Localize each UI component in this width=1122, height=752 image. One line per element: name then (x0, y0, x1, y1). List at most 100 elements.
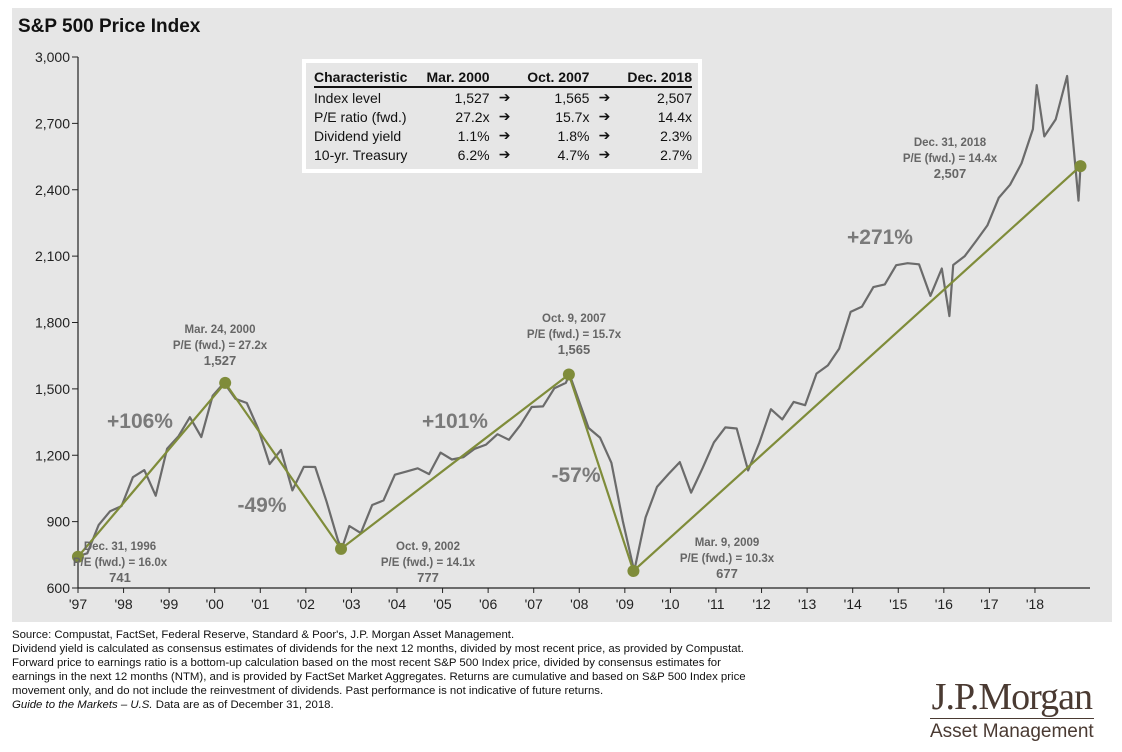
y-tick-label: 1,200 (35, 447, 70, 463)
x-tick-label: '12 (752, 596, 770, 612)
x-tick-label: '16 (935, 596, 953, 612)
return-label: -49% (237, 494, 286, 517)
table-cell: P/E ratio (fwd.) (314, 108, 407, 125)
y-tick-label: 1,800 (35, 315, 70, 331)
point-label: 777 (417, 570, 439, 585)
trend-point (71, 550, 84, 563)
data-date-note: Data are as of December 31, 2018. (152, 699, 334, 711)
arrow-icon: ➔ (498, 146, 511, 162)
note-line: Dividend yield is calculated as consensu… (12, 643, 744, 655)
return-label: -57% (551, 464, 600, 487)
point-label: Mar. 9, 2009 (695, 537, 760, 549)
arrow-icon: ➔ (498, 127, 511, 143)
y-tick-label: 2,100 (35, 248, 70, 264)
table-cell: 6.2% (457, 146, 490, 163)
trend-point (627, 564, 640, 577)
x-tick-label: '10 (661, 596, 679, 612)
table-header: Mar. 2000 (418, 69, 490, 88)
arrow-icon: ➔ (598, 146, 611, 162)
table-cell: 10-yr. Treasury (314, 146, 408, 163)
y-tick-label: 1,500 (35, 381, 70, 397)
x-tick-label: '11 (707, 596, 724, 612)
point-label: Oct. 9, 2007 (542, 313, 606, 325)
point-label: P/E (fwd.) = 16.0x (73, 557, 168, 569)
y-tick-label: 900 (47, 514, 71, 530)
jpmorgan-logo: J.P.Morgan Asset Management (930, 678, 1094, 743)
point-label: P/E (fwd.) = 10.3x (680, 553, 775, 565)
x-tick-label: '05 (433, 596, 451, 612)
point-label: 1,565 (558, 342, 591, 357)
table-row: Dividend yield 1.1% ➔ 1.8% ➔ 2.3% (314, 126, 692, 145)
point-label: 2,507 (934, 166, 967, 181)
trend-point (1074, 160, 1087, 173)
y-tick-label: 3,000 (35, 49, 70, 65)
table-row: 10-yr. Treasury 6.2% ➔ 4.7% ➔ 2.7% (314, 145, 692, 164)
x-tick-label: '14 (844, 596, 862, 612)
table-cell: 2.7% (660, 146, 692, 163)
x-tick-label: '08 (570, 596, 588, 612)
x-tick-label: '09 (616, 596, 634, 612)
x-tick-label: '02 (297, 596, 315, 612)
note-line: Source: Compustat, FactSet, Federal Rese… (12, 629, 515, 641)
trend-point (219, 376, 232, 389)
table-cell: 1,527 (454, 89, 490, 106)
arrow-icon: ➔ (598, 89, 611, 105)
point-label: P/E (fwd.) = 15.7x (527, 329, 622, 341)
point-label: Mar. 24, 2000 (185, 324, 256, 336)
arrow-icon: ➔ (498, 108, 511, 124)
point-label: P/E (fwd.) = 14.4x (903, 153, 998, 165)
x-tick-label: '13 (798, 596, 816, 612)
logo-subtitle: Asset Management (930, 721, 1094, 742)
table-cell: Dividend yield (314, 127, 402, 144)
x-tick-label: '04 (388, 596, 406, 612)
table-cell: 14.4x (657, 108, 692, 125)
table-header: Characteristic (314, 69, 419, 88)
table-cell: 2,507 (656, 89, 692, 106)
return-label: +106% (107, 410, 173, 433)
trend-line (77, 165, 1082, 573)
table-header: Oct. 2007 (519, 69, 590, 88)
x-tick-label: '17 (980, 596, 998, 612)
arrow-icon: ➔ (498, 89, 511, 105)
table-cell: 1.1% (457, 127, 490, 144)
point-label: Oct. 9, 2002 (396, 541, 460, 553)
note-line: movement only, and do not include the re… (12, 685, 604, 697)
table-cell: Index level (314, 89, 381, 106)
logo-name: J.P.Morgan (931, 676, 1093, 718)
point-label: 741 (109, 570, 131, 585)
y-tick-label: 2,400 (35, 182, 70, 198)
footnotes: Source: Compustat, FactSet, Federal Rese… (12, 628, 912, 712)
return-label: +271% (847, 226, 913, 249)
return-label: +101% (422, 410, 488, 433)
table-cell: 1,565 (554, 89, 590, 106)
point-label: Dec. 31, 2018 (914, 137, 987, 149)
point-label: Dec. 31, 1996 (84, 541, 156, 553)
note-line: earnings in the next 12 months (NTM), an… (12, 671, 746, 683)
x-tick-label: '06 (479, 596, 497, 612)
table-cell: 2.3% (660, 127, 692, 144)
point-label: P/E (fwd.) = 14.1x (381, 557, 476, 569)
trend-point (335, 542, 348, 555)
arrow-icon: ➔ (598, 108, 611, 124)
table-cell: 27.2x (455, 108, 490, 125)
trend-point (562, 368, 575, 381)
table-cell: 15.7x (555, 108, 590, 125)
x-tick-label: '15 (889, 596, 907, 612)
point-label: 1,527 (204, 353, 237, 368)
x-tick-label: '18 (1026, 596, 1044, 612)
table-cell: 1.8% (557, 127, 590, 144)
x-tick-label: '97 (69, 596, 87, 612)
table-row: Index level 1,527 ➔ 1,565 ➔ 2,507 (314, 87, 692, 107)
table-row: P/E ratio (fwd.) 27.2x ➔ 15.7x ➔ 14.4x (314, 107, 692, 126)
chart-title: S&P 500 Price Index (18, 16, 201, 37)
characteristics-table: Characteristic Mar. 2000 Oct. 2007 Dec. … (302, 59, 702, 173)
x-tick-label: '01 (251, 596, 269, 612)
y-tick-label: 600 (47, 580, 71, 596)
point-label: P/E (fwd.) = 27.2x (173, 340, 268, 352)
y-tick-label: 2,700 (35, 115, 70, 131)
x-tick-label: '07 (525, 596, 543, 612)
x-tick-label: '03 (342, 596, 360, 612)
note-line: Forward price to earnings ratio is a bot… (12, 657, 721, 669)
x-tick-label: '98 (114, 596, 132, 612)
